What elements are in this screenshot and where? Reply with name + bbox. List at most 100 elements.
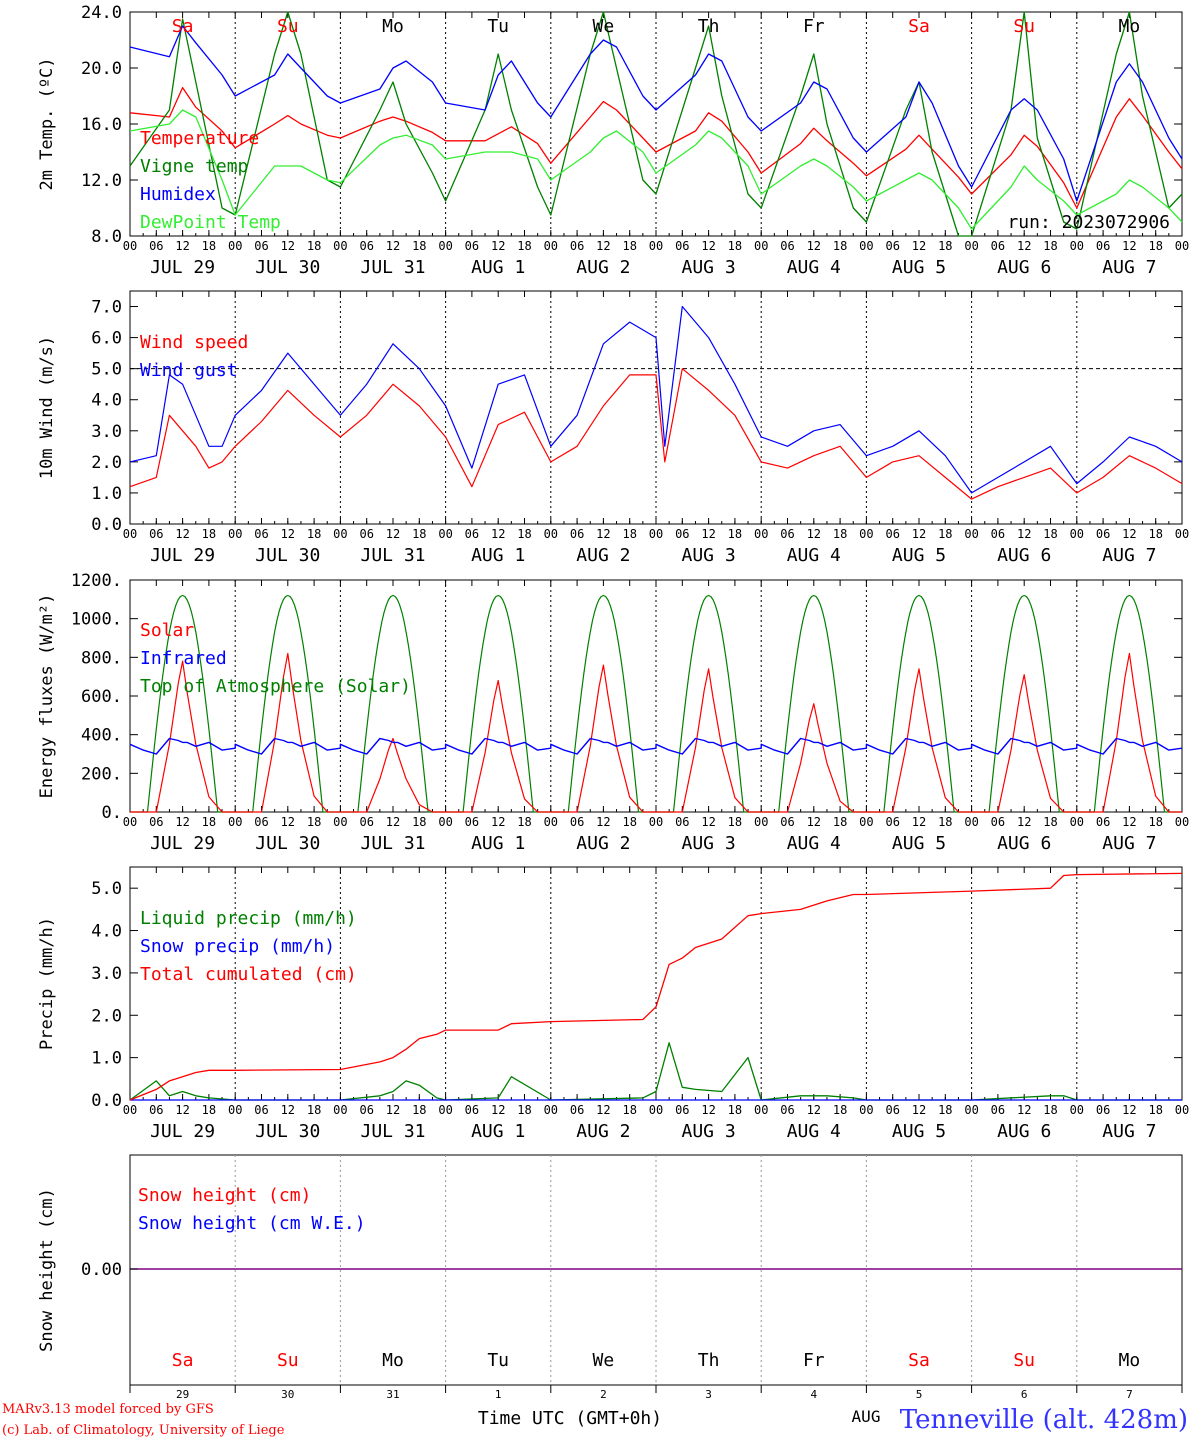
weekday-label: Mo bbox=[1119, 1350, 1141, 1371]
hour-tick-label: 12 bbox=[1017, 527, 1031, 541]
legend-entry: Temperature bbox=[140, 128, 259, 149]
hour-tick-label: 06 bbox=[991, 239, 1005, 253]
day-label: AUG 6 bbox=[997, 257, 1051, 278]
y-tick-label: 1.0 bbox=[91, 484, 122, 504]
hour-tick-label: 12 bbox=[807, 815, 821, 829]
weekday-label: Mo bbox=[382, 16, 404, 37]
hour-tick-label: 06 bbox=[254, 527, 268, 541]
y-tick-label: 0.0 bbox=[91, 515, 122, 535]
hour-tick-label: 18 bbox=[517, 815, 531, 829]
hour-tick-label: 00 bbox=[544, 815, 558, 829]
weekday-label: Fr bbox=[803, 16, 825, 37]
day-label: AUG 4 bbox=[787, 1121, 841, 1142]
hour-tick-label: 18 bbox=[833, 527, 847, 541]
weekday-label: Sa bbox=[908, 16, 930, 37]
hour-tick-label: 06 bbox=[1096, 815, 1110, 829]
legend-entry: Wind gust bbox=[140, 360, 238, 381]
hour-tick-label: 12 bbox=[807, 1103, 821, 1117]
hour-tick-label: 00 bbox=[859, 815, 873, 829]
hour-tick-label: 00 bbox=[438, 1103, 452, 1117]
legend-entry: Total cumulated (cm) bbox=[140, 964, 357, 985]
hour-tick-label: 00 bbox=[228, 1103, 242, 1117]
hour-tick-label: 18 bbox=[938, 815, 952, 829]
hour-tick-label: 00 bbox=[1175, 239, 1189, 253]
y-tick-label: 400. bbox=[81, 726, 122, 746]
hour-tick-label: 00 bbox=[859, 527, 873, 541]
hour-tick-label: 18 bbox=[307, 239, 321, 253]
hour-tick-label: 18 bbox=[307, 815, 321, 829]
hour-tick-label: 12 bbox=[1122, 527, 1136, 541]
hour-tick-label: 12 bbox=[491, 527, 505, 541]
y-tick-label: 1000. bbox=[71, 610, 122, 630]
y-tick-label: 2.0 bbox=[91, 453, 122, 473]
hour-tick-label: 00 bbox=[964, 239, 978, 253]
hour-tick-label: 06 bbox=[465, 815, 479, 829]
weekday-label: We bbox=[593, 1350, 615, 1371]
hour-tick-label: 00 bbox=[964, 815, 978, 829]
hour-tick-label: 12 bbox=[596, 527, 610, 541]
day-label: AUG 2 bbox=[576, 257, 630, 278]
y-tick-label: 8.0 bbox=[91, 227, 122, 247]
hour-tick-label: 06 bbox=[359, 1103, 373, 1117]
day-label: JUL 29 bbox=[150, 257, 215, 278]
day-label: AUG 2 bbox=[576, 1121, 630, 1142]
hour-tick-label: 12 bbox=[807, 239, 821, 253]
hour-tick-label: 06 bbox=[675, 239, 689, 253]
weekday-label: Mo bbox=[382, 1350, 404, 1371]
hour-tick-label: 00 bbox=[649, 1103, 663, 1117]
legend-entry: Snow precip (mm/h) bbox=[140, 936, 335, 957]
hour-tick-label: 00 bbox=[754, 1103, 768, 1117]
day-label: JUL 30 bbox=[255, 545, 320, 566]
hour-tick-label: 12 bbox=[807, 527, 821, 541]
day-label: AUG 3 bbox=[682, 1121, 736, 1142]
hour-tick-label: 18 bbox=[1043, 239, 1057, 253]
legend-entry: DewPoint Temp bbox=[140, 212, 281, 233]
hour-tick-label: 12 bbox=[386, 527, 400, 541]
hour-tick-label: 18 bbox=[833, 1103, 847, 1117]
weekday-label: Su bbox=[277, 1350, 299, 1371]
hour-tick-label: 12 bbox=[912, 1103, 926, 1117]
series-line bbox=[129, 368, 1183, 500]
y-tick-label: 600. bbox=[81, 687, 122, 707]
hour-tick-label: 06 bbox=[780, 815, 794, 829]
hour-tick-label: 06 bbox=[149, 527, 163, 541]
hour-tick-label: 18 bbox=[1148, 815, 1162, 829]
hour-tick-label: 06 bbox=[570, 527, 584, 541]
weekday-label: Su bbox=[277, 16, 299, 37]
hour-tick-label: 00 bbox=[1175, 815, 1189, 829]
hour-tick-label: 12 bbox=[1122, 1103, 1136, 1117]
weekday-label: Fr bbox=[803, 1350, 825, 1371]
hour-tick-label: 06 bbox=[149, 1103, 163, 1117]
hour-tick-label: 00 bbox=[544, 1103, 558, 1117]
y-tick-label: 5.0 bbox=[91, 360, 122, 380]
hour-tick-label: 00 bbox=[964, 1103, 978, 1117]
y-axis-label: Precip (mm/h) bbox=[37, 917, 57, 1050]
day-label: JUL 29 bbox=[150, 833, 215, 854]
hour-tick-label: 12 bbox=[912, 239, 926, 253]
y-tick-label: 20.0 bbox=[81, 59, 122, 79]
hour-tick-label: 00 bbox=[1070, 527, 1084, 541]
hour-tick-label: 06 bbox=[1096, 1103, 1110, 1117]
day-label: AUG 6 bbox=[997, 545, 1051, 566]
hour-tick-label: 00 bbox=[649, 815, 663, 829]
hour-tick-label: 18 bbox=[202, 239, 216, 253]
day-label: AUG 6 bbox=[997, 1121, 1051, 1142]
day-number-label: 4 bbox=[810, 1388, 817, 1401]
y-tick-label: 2.0 bbox=[91, 1006, 122, 1026]
hour-tick-label: 00 bbox=[1070, 815, 1084, 829]
legend-entry: Wind speed bbox=[140, 332, 248, 353]
y-tick-label: 1.0 bbox=[91, 1049, 122, 1069]
y-tick-label: 6.0 bbox=[91, 329, 122, 349]
hour-tick-label: 18 bbox=[1043, 815, 1057, 829]
hour-tick-label: 06 bbox=[359, 239, 373, 253]
hour-tick-label: 00 bbox=[333, 239, 347, 253]
hour-tick-label: 12 bbox=[491, 815, 505, 829]
hour-tick-label: 00 bbox=[228, 239, 242, 253]
y-tick-label: 4.0 bbox=[91, 922, 122, 942]
weekday-label: Mo bbox=[1119, 16, 1141, 37]
hour-tick-label: 18 bbox=[517, 1103, 531, 1117]
hour-tick-label: 00 bbox=[1070, 1103, 1084, 1117]
hour-tick-label: 12 bbox=[175, 527, 189, 541]
weekday-label: Sa bbox=[172, 16, 194, 37]
y-tick-label: 3.0 bbox=[91, 964, 122, 984]
